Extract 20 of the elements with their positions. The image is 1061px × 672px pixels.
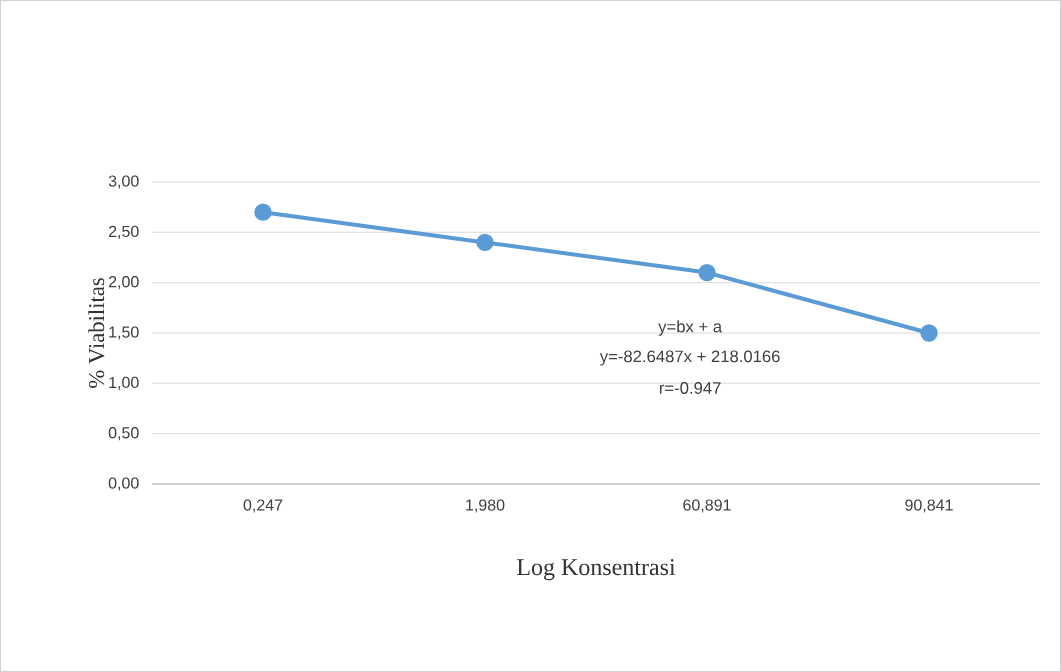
x-tick-label: 0,247: [243, 499, 283, 513]
point: [476, 233, 494, 252]
y-tick-label: 1,00: [109, 376, 139, 390]
x-tick-label: 90,841: [905, 499, 953, 513]
x-tick-label: 60,891: [683, 499, 731, 513]
y-tick-label: 0,50: [108, 427, 139, 441]
point: [254, 203, 272, 221]
y-tick-label: 1,50: [109, 326, 139, 340]
y-tick-label: 2,50: [108, 225, 139, 239]
point: [698, 263, 716, 282]
y-tick-label: 3,00: [108, 175, 139, 189]
y-tick-label: 2,00: [108, 276, 139, 290]
annotation: y=bx + a: [658, 320, 723, 336]
y-tick-label: 0,00: [108, 477, 139, 491]
annotation: r=-0.947: [659, 382, 721, 394]
annotation: y=-82.6487x + 218.0166: [599, 350, 780, 366]
x-tick-label: 1,980: [466, 499, 505, 513]
point: [920, 324, 938, 342]
y-axis-title: % Viabilitas: [88, 278, 105, 388]
x-axis-title: Log Konsentrasi: [517, 559, 676, 581]
